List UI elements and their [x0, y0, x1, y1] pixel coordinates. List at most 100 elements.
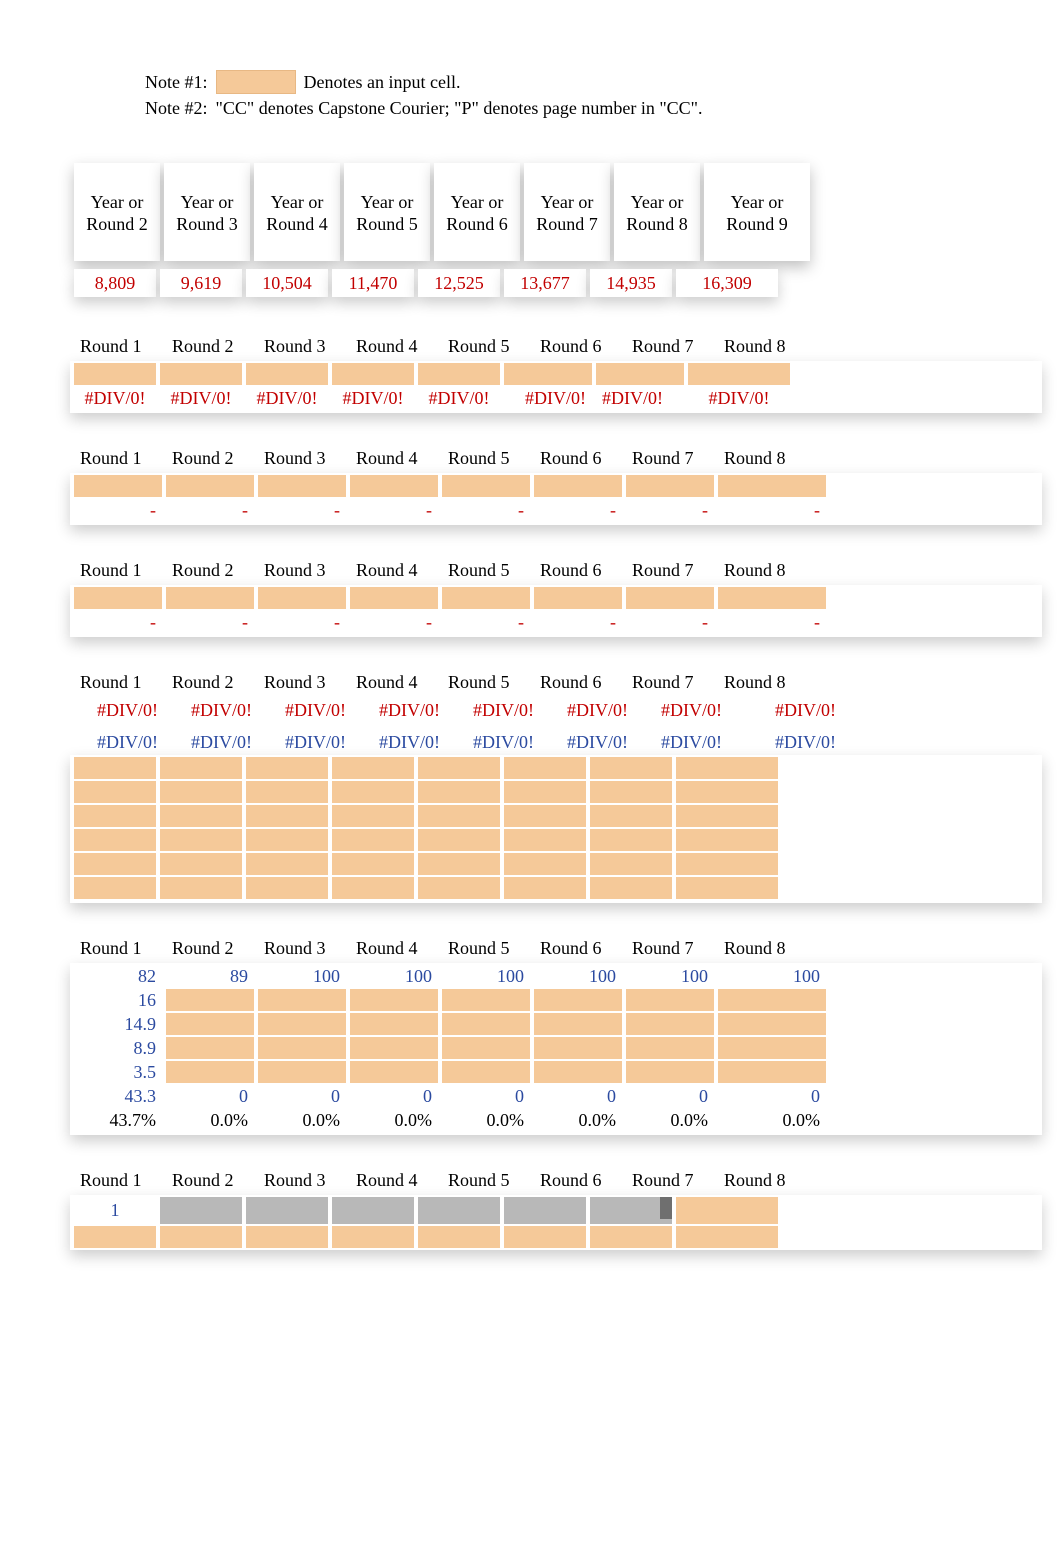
- num-cell: [442, 1061, 530, 1083]
- dash-value: -: [718, 499, 826, 521]
- num-cell: [534, 1061, 622, 1083]
- round-header: Round 8: [718, 937, 826, 959]
- gray-cell: [504, 1197, 586, 1224]
- num-cell: 100: [534, 965, 622, 987]
- dash-value: -: [626, 611, 714, 633]
- num-cell: 0: [442, 1085, 530, 1107]
- num-cell: [626, 1013, 714, 1035]
- dash-value: -: [534, 499, 622, 521]
- num-cell: [442, 989, 530, 1011]
- num-cell: 100: [350, 965, 438, 987]
- round-header: Round 3: [258, 335, 346, 357]
- div0-value: #DIV/0!: [638, 731, 728, 753]
- round-header: Round 8: [718, 671, 826, 693]
- round-header: Round 7: [626, 335, 714, 357]
- year-header: Year orRound 2: [74, 163, 160, 261]
- num-cell: [258, 1013, 346, 1035]
- dash-value: -: [166, 611, 254, 633]
- round-header: Round 3: [258, 1169, 346, 1191]
- div0-value: #DIV/0!: [418, 387, 500, 409]
- input-cell: [590, 1226, 672, 1248]
- num-cell: 0.0%: [534, 1109, 622, 1131]
- div0-value: #DIV/0!: [544, 731, 634, 753]
- input-cell: [676, 757, 778, 779]
- num-cell: 100: [626, 965, 714, 987]
- div0-value: #DIV/0!: [262, 731, 352, 753]
- num-cell: [718, 989, 826, 1011]
- input-cell: [688, 363, 790, 385]
- year-value: 12,525: [418, 269, 500, 297]
- input-cell: [332, 829, 414, 851]
- div0-value: #DIV/0!: [638, 699, 728, 721]
- round-header: Round 3: [258, 559, 346, 581]
- round-header: Round 7: [626, 937, 714, 959]
- div0-value: #DIV/0!: [246, 387, 328, 409]
- round-header: Round 4: [350, 1169, 438, 1191]
- input-cell: [350, 587, 438, 609]
- div0-value: #DIV/0!: [356, 699, 446, 721]
- num-cell: 82: [74, 965, 162, 987]
- input-cell: [332, 363, 414, 385]
- input-cell: [718, 475, 826, 497]
- div0-value: #DIV/0!: [450, 731, 540, 753]
- round-header: Round 7: [626, 447, 714, 469]
- num-cell: 14.9: [74, 1013, 162, 1035]
- input-cell: [74, 1226, 156, 1248]
- dash-value: -: [626, 499, 714, 521]
- round-header: Round 5: [442, 447, 530, 469]
- section-div0-1: Round 1Round 2Round 3Round 4Round 5Round…: [70, 331, 1042, 413]
- note2-text: "CC" denotes Capstone Courier; "P" denot…: [216, 98, 703, 119]
- num-cell: [350, 1037, 438, 1059]
- num-cell: 100: [442, 965, 530, 987]
- input-cell: [166, 475, 254, 497]
- input-cell: [418, 829, 500, 851]
- input-cell: [504, 853, 586, 875]
- input-cell: [74, 475, 162, 497]
- num-cell: [626, 1037, 714, 1059]
- div0-value: #DIV/0!: [168, 731, 258, 753]
- div0-value: #DIV/0!: [262, 699, 352, 721]
- round-header: Round 1: [74, 937, 162, 959]
- num-cell: 100: [258, 965, 346, 987]
- year-value: 8,809: [74, 269, 156, 297]
- input-cell: [74, 757, 156, 779]
- num-cell: 16: [74, 989, 162, 1011]
- input-cell: [258, 587, 346, 609]
- round-header: Round 4: [350, 559, 438, 581]
- year-header: Year orRound 3: [164, 163, 250, 261]
- input-cell: [504, 363, 592, 385]
- input-cell: [676, 805, 778, 827]
- round-header: Round 8: [718, 559, 826, 581]
- input-cell: [590, 805, 672, 827]
- num-cell: [258, 989, 346, 1011]
- note2-label: Note #2:: [145, 98, 208, 119]
- input-cell: [246, 1226, 328, 1248]
- dash-value: -: [534, 611, 622, 633]
- input-cell: [332, 757, 414, 779]
- num-cell: 0.0%: [166, 1109, 254, 1131]
- gray-cell: [332, 1197, 414, 1224]
- div0-value: #DIV/0!: [450, 699, 540, 721]
- gray-cell: [590, 1197, 672, 1224]
- input-cell: [596, 363, 684, 385]
- input-cell: [504, 757, 586, 779]
- round-header: Round 6: [534, 937, 622, 959]
- input-cell: [418, 757, 500, 779]
- input-cell: [590, 853, 672, 875]
- input-cell: [246, 363, 328, 385]
- dash-value: -: [718, 611, 826, 633]
- round-header: Round 5: [442, 1169, 530, 1191]
- input-cell: [418, 853, 500, 875]
- input-cell: [332, 877, 414, 899]
- num-cell: 0: [350, 1085, 438, 1107]
- round-header: Round 6: [534, 335, 622, 357]
- div0-value: #DIV/0!: [596, 387, 684, 409]
- year-value: 13,677: [504, 269, 586, 297]
- round-header: Round 4: [350, 937, 438, 959]
- num-cell: [350, 1061, 438, 1083]
- input-cell: [534, 587, 622, 609]
- num-cell: 43.3: [74, 1085, 162, 1107]
- input-cell: [74, 853, 156, 875]
- round-header: Round 1: [74, 671, 162, 693]
- div0-value: #DIV/0!: [688, 387, 790, 409]
